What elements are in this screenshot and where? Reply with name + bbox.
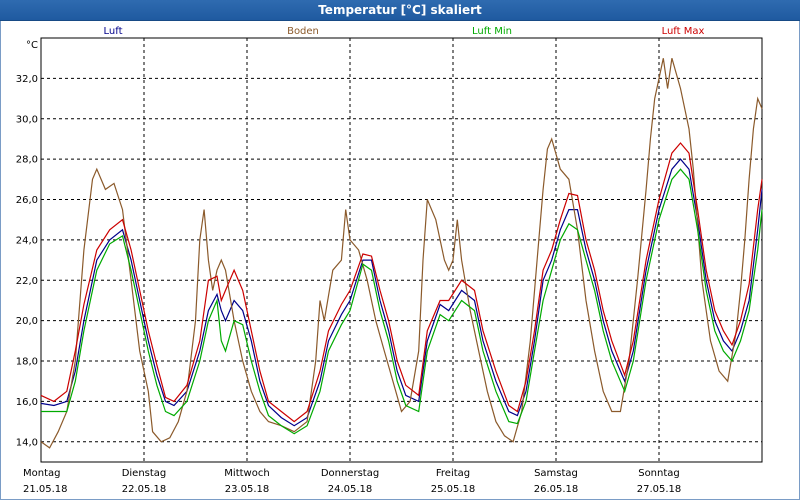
y-tick-label: 14,0 [16, 437, 38, 448]
x-tick-day: Samstag [534, 468, 578, 479]
x-tick-day: Freitag [436, 468, 470, 479]
y-tick-label: 28,0 [16, 155, 38, 166]
x-tick-date: 21.05.18 [23, 484, 68, 495]
series-line-boden [40, 58, 763, 449]
plot-area [40, 37, 763, 463]
legend: Luft Boden Luft Min Luft Max [104, 26, 705, 37]
x-tick-date: 24.05.18 [328, 484, 373, 495]
tick-labels: 14,0 16,0 18,0 20,0 22,0 24,0 26,0 28,0 30,0 32,0… [16, 40, 682, 495]
y-tick-label: 26,0 [16, 195, 38, 206]
legend-entry: Boden [287, 26, 319, 37]
axes [40, 37, 763, 463]
y-tick-label: 32,0 [16, 74, 38, 85]
y-tick-label: 16,0 [16, 397, 38, 408]
legend-entry: Luft Min [472, 26, 512, 37]
y-tick-label: 24,0 [16, 235, 38, 246]
x-tick-date: 23.05.18 [225, 484, 270, 495]
x-tick-day: Sonntag [638, 468, 680, 479]
legend-entry: Luft [104, 26, 123, 37]
window-title: Temperatur [°C] skaliert [0, 0, 800, 21]
x-tick-date: 22.05.18 [122, 484, 167, 495]
series-line-luft [40, 158, 763, 427]
y-tick-label: 22,0 [16, 276, 38, 287]
legend-entry: Luft Max [662, 26, 705, 37]
x-tick-day: Mittwoch [224, 468, 269, 479]
x-tick-day: Donnerstag [321, 468, 379, 479]
series-line-luft-max [40, 142, 763, 423]
x-tick-date: 27.05.18 [637, 484, 682, 495]
x-tick-day: Dienstag [122, 468, 167, 479]
x-tick-date: 25.05.18 [431, 484, 476, 495]
series-line-luft-min [41, 168, 763, 435]
x-tick-day: Montag [23, 468, 60, 479]
y-tick-label: 30,0 [16, 114, 38, 125]
y-tick-label: 18,0 [16, 357, 38, 368]
y-axis-label: °C [26, 40, 38, 51]
x-tick-date: 26.05.18 [534, 484, 579, 495]
y-tick-label: 20,0 [16, 316, 38, 327]
series-lines [40, 58, 763, 449]
